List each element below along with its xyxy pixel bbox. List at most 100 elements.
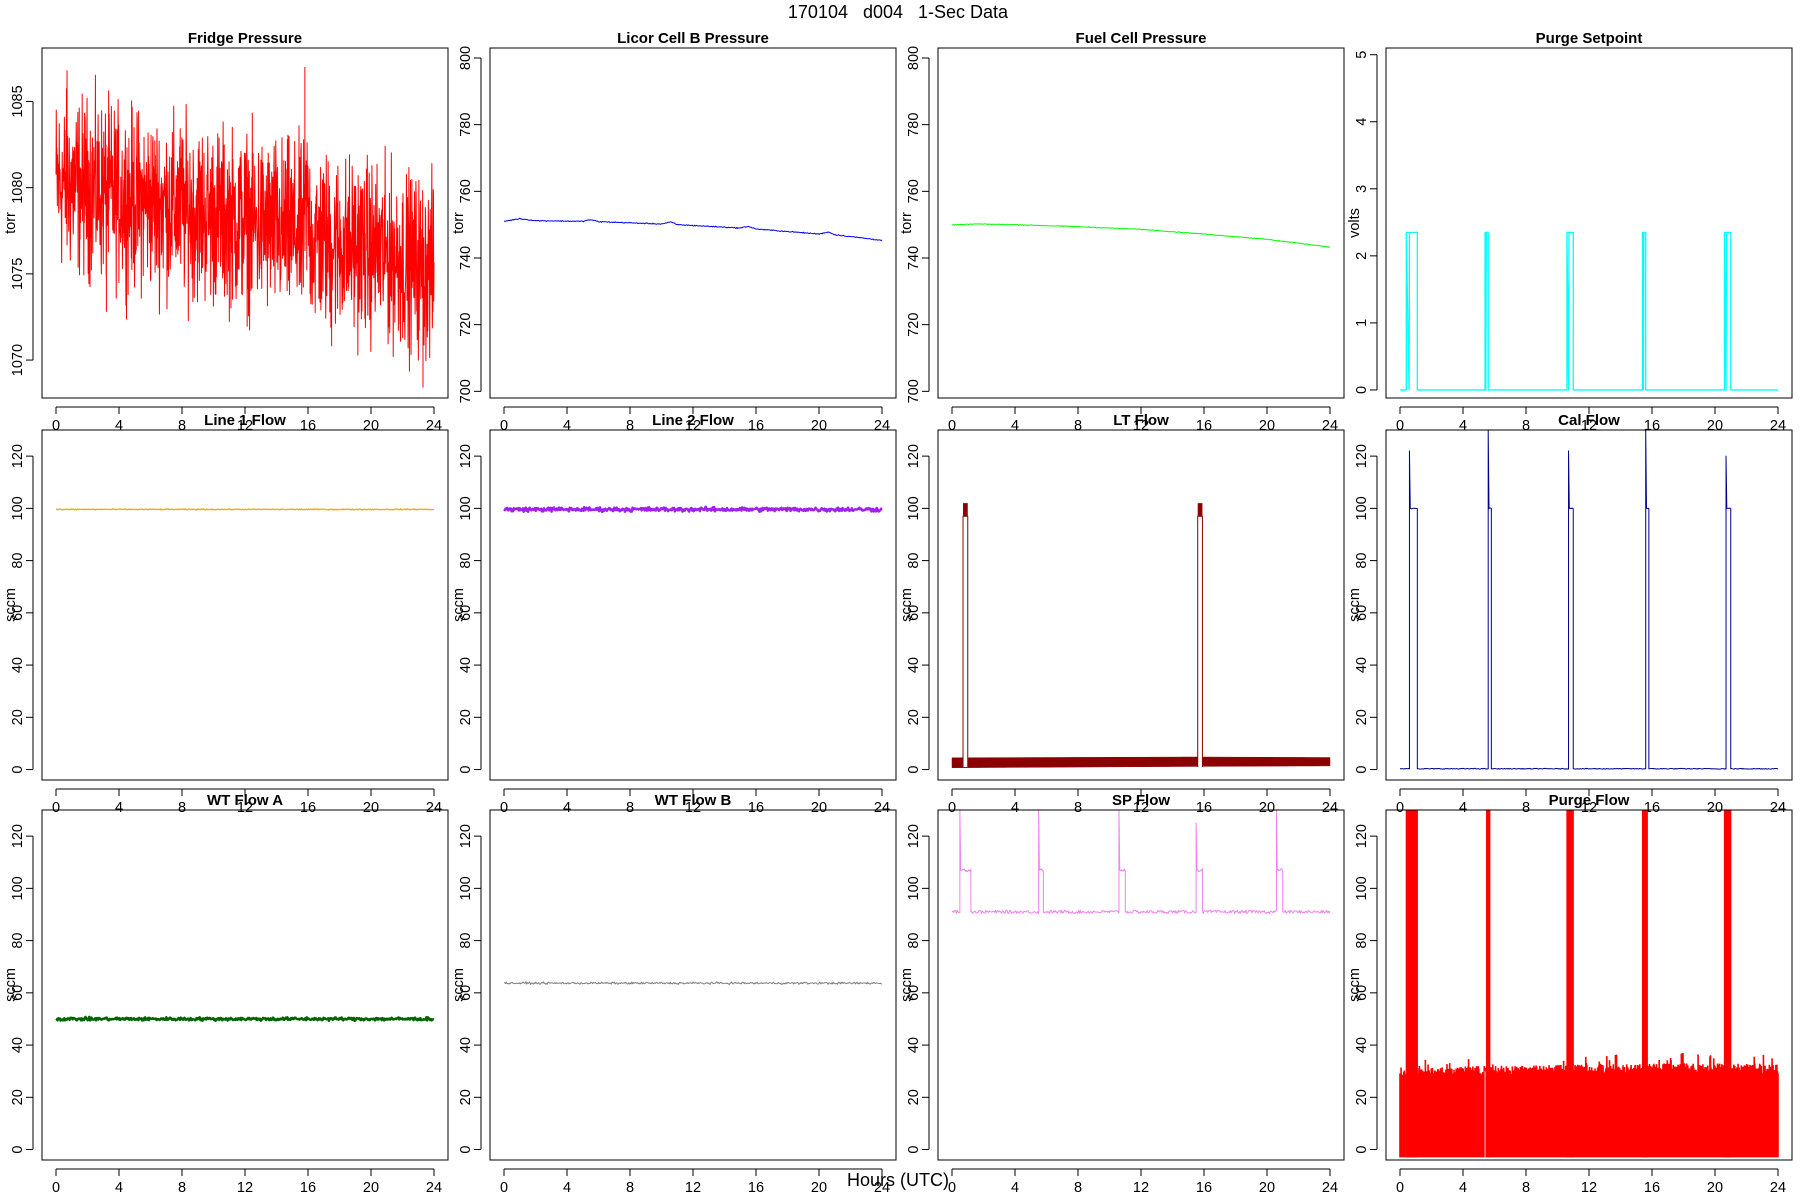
- y-tick-label: 740: [458, 246, 474, 270]
- y-tick-label: 1075: [10, 258, 26, 290]
- y-tick-label: 40: [458, 657, 474, 673]
- y-tick-label: 120: [906, 824, 922, 848]
- y-axis: 1070 1075 1080 1085: [10, 85, 34, 376]
- x-tick-label: 4: [1011, 1180, 1019, 1196]
- plot-frame: [937, 47, 1345, 399]
- y-tick-label: 100: [906, 876, 922, 900]
- series-band: [1399, 1053, 1779, 1158]
- x-tick-label: 16: [748, 800, 764, 816]
- x-tick-label: 16: [748, 418, 764, 434]
- y-axis: 0 20 40 60 80 100 120: [1354, 444, 1378, 774]
- y-tick-label: 20: [458, 709, 474, 725]
- x-tick-label: 0: [1396, 418, 1404, 434]
- y-tick-label: 60: [1354, 985, 1370, 1001]
- y-axis: 0 20 40 60 80 100 120: [1354, 824, 1378, 1154]
- y-tick-label: 80: [1354, 553, 1370, 569]
- series-block: [1197, 503, 1203, 517]
- x-tick-label: 16: [300, 800, 316, 816]
- x-tick-label: 12: [1581, 1180, 1597, 1196]
- y-tick-label: 80: [458, 553, 474, 569]
- y-axis: 0 20 40 60 80 100 120: [906, 444, 930, 774]
- y-axis: 0 1 2 3 4 5: [1354, 51, 1378, 394]
- x-tick-label: 24: [426, 418, 442, 434]
- series-line: [951, 223, 1331, 248]
- plot-frame: [41, 429, 449, 781]
- series-line: [1400, 231, 1778, 391]
- x-tick-label: 0: [52, 1180, 60, 1196]
- x-tick-label: 20: [1259, 800, 1275, 816]
- plot-frame: [937, 429, 1345, 781]
- x-tick-label: 16: [300, 418, 316, 434]
- y-tick-label: 20: [1354, 1089, 1370, 1105]
- y-axis: 0 20 40 60 80 100 120: [10, 444, 34, 774]
- y-tick-label: 5: [1354, 51, 1370, 59]
- x-tick-label: 24: [1322, 418, 1338, 434]
- panel-title: Fridge Pressure: [188, 30, 302, 47]
- series-line: [503, 981, 883, 986]
- x-tick-label: 24: [1322, 800, 1338, 816]
- y-tick-label: 760: [458, 179, 474, 203]
- data-series: [951, 503, 1331, 768]
- y-tick-label: 0: [1354, 386, 1370, 394]
- x-tick-label: 0: [1396, 800, 1404, 816]
- y-axis-label: sccm: [451, 968, 467, 1002]
- x-tick-label: 4: [1459, 418, 1467, 434]
- y-tick-label: 80: [10, 553, 26, 569]
- x-tick-label: 16: [1644, 800, 1660, 816]
- y-tick-label: 60: [458, 985, 474, 1001]
- y-tick-label: 80: [1354, 933, 1370, 949]
- x-axis: 0 4 8 12 16 20 24: [500, 788, 890, 816]
- panel-title: Line 2 Flow: [652, 412, 734, 429]
- series-spike: [1566, 810, 1574, 1158]
- series-band: [951, 756, 1331, 768]
- y-tick-label: 60: [458, 605, 474, 621]
- x-axis: 0 4 8 12 16 20 24: [948, 1168, 1338, 1196]
- data-series: [1399, 810, 1779, 1158]
- series-line: [1399, 430, 1779, 770]
- x-tick-label: 12: [685, 1180, 701, 1196]
- series-block: [963, 503, 968, 517]
- y-tick-label: 0: [10, 1146, 26, 1154]
- y-tick-label: 700: [906, 379, 922, 403]
- x-tick-label: 16: [1196, 1180, 1212, 1196]
- y-tick-label: 80: [906, 553, 922, 569]
- series-spike: [1197, 515, 1203, 767]
- x-tick-label: 4: [563, 1180, 571, 1196]
- x-tick-label: 16: [1196, 800, 1212, 816]
- y-axis-label: torr: [899, 212, 915, 234]
- y-tick-label: 0: [1354, 766, 1370, 774]
- y-tick-label: 40: [10, 657, 26, 673]
- y-axis-label: sccm: [1347, 588, 1363, 622]
- x-tick-label: 8: [626, 800, 634, 816]
- plot-frame: [41, 809, 449, 1161]
- y-tick-label: 0: [1354, 1146, 1370, 1154]
- panel-title: Fuel Cell Pressure: [1076, 30, 1207, 47]
- x-tick-label: 4: [115, 800, 123, 816]
- x-tick-label: 24: [1322, 1180, 1338, 1196]
- y-axis-label: sccm: [1347, 968, 1363, 1002]
- data-series: [951, 810, 1331, 914]
- series-line: [55, 1015, 435, 1023]
- y-tick-label: 20: [458, 1089, 474, 1105]
- x-tick-label: 20: [363, 1180, 379, 1196]
- x-tick-label: 20: [1259, 1180, 1275, 1196]
- x-tick-label: 12: [237, 1180, 253, 1196]
- x-tick-label: 12: [1133, 1180, 1149, 1196]
- panel-title: Purge Setpoint: [1536, 30, 1643, 47]
- data-series: [55, 508, 435, 511]
- x-axis: 0 4 8 12 16 20 24: [1396, 1168, 1786, 1196]
- x-tick-label: 24: [1770, 800, 1786, 816]
- y-tick-label: 3: [1354, 185, 1370, 193]
- panel-title: Line 1 Flow: [204, 412, 286, 429]
- x-tick-label: 20: [1707, 418, 1723, 434]
- x-tick-label: 8: [178, 418, 186, 434]
- x-tick-label: 20: [1707, 1180, 1723, 1196]
